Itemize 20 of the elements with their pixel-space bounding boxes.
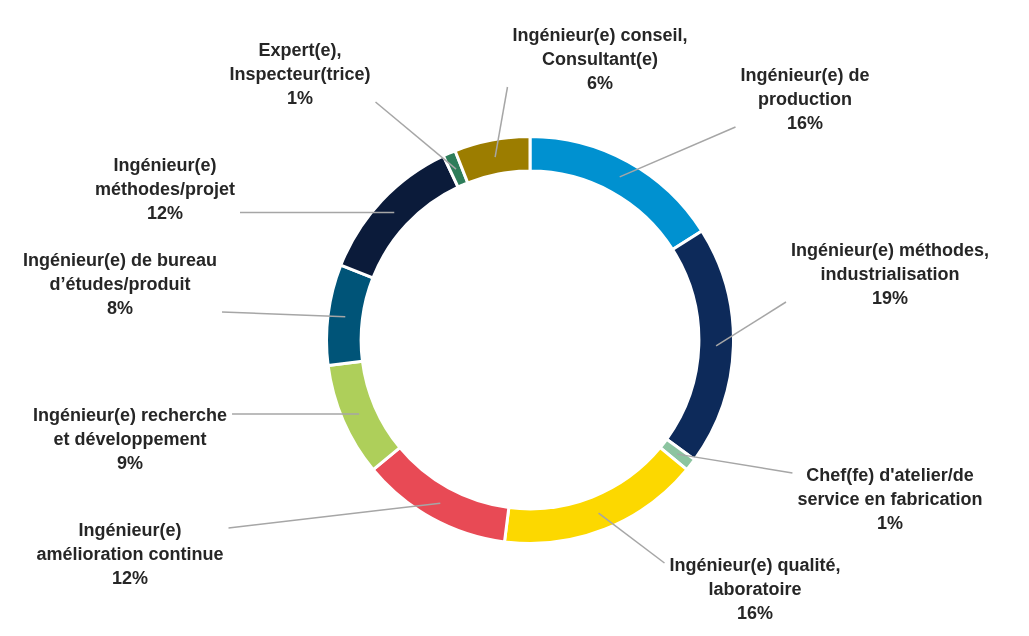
data-label: 1% — [876, 512, 904, 533]
data-label: 6% — [586, 72, 614, 93]
slice-label: Ingénieur(e) conseil, Consultant(e) — [512, 24, 688, 69]
slice-label: Ingénieur(e) qualité, laboratoire — [669, 554, 841, 599]
slice-label: Ingénieur(e) méthodes, industrialisation — [790, 239, 990, 284]
slice-label: Ingénieur(e) amélioration continue — [36, 519, 224, 564]
data-label: 9% — [116, 452, 144, 473]
slice-label: Ingénieur(e) de bureau d’études/produit — [22, 249, 218, 294]
slice-label: Ingénieur(e) de production — [740, 64, 870, 109]
data-label: 16% — [736, 602, 774, 623]
data-label: 1% — [286, 87, 314, 108]
data-label: 16% — [786, 112, 824, 133]
slice-label: Ingénieur(e) recherche et développement — [32, 404, 228, 449]
slice-label: Ingénieur(e) méthodes/projet — [94, 154, 236, 199]
data-label: 8% — [106, 297, 134, 318]
data-label: 12% — [111, 567, 149, 588]
data-label: 19% — [871, 287, 909, 308]
data-label: 12% — [146, 202, 184, 223]
slice-label: Chef(fe) d'atelier/de service en fabrication — [797, 464, 983, 509]
slice-label: Expert(e), Inspecteur(trice) — [229, 39, 371, 84]
